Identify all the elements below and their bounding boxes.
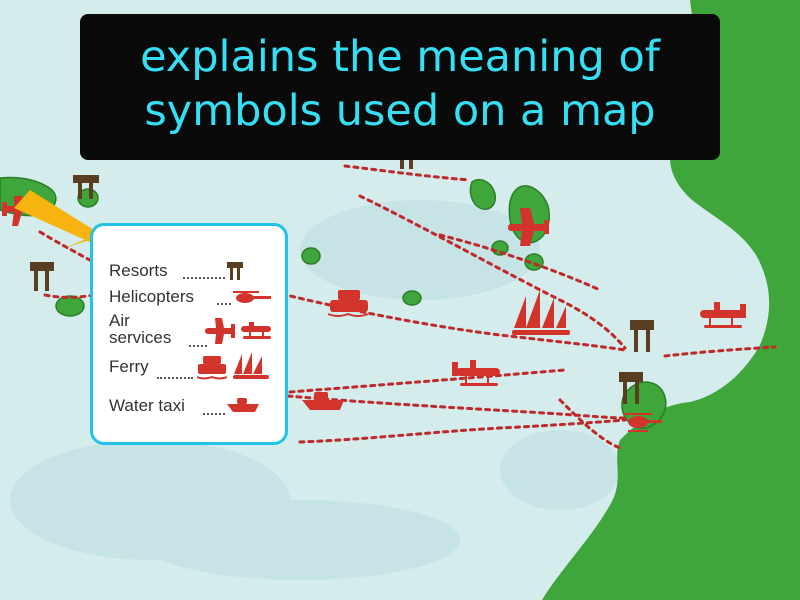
island-small-5 [402,290,422,306]
ferry-icon [327,290,369,317]
seaplane-icon [700,302,746,328]
legend-label-helicopters: Helicopters [109,287,195,306]
legend-dots [189,345,207,347]
island-north-1 [469,178,497,210]
caption-box: explains the meaning of symbols used on … [80,14,720,160]
airplane-icon [508,208,549,246]
resort-hut-icon [73,175,99,199]
legend-label-air: Air [109,311,130,330]
seaplane-icon [452,360,500,386]
helicopter-icon [233,291,271,303]
seaplane-icon [241,322,271,339]
resort-hut-icon [227,262,243,280]
legend-dots [203,413,225,415]
caption-line-1: explains the meaning of [140,32,660,82]
map-legend: Resorts Helicopters Air services Ferry W… [90,223,288,445]
helicopter-icon [624,413,662,432]
resort-hut-icon [30,262,54,291]
island-small-2 [55,295,85,317]
sailboat-icon [233,352,269,379]
legend-label-water-taxi: Water taxi [109,396,185,415]
mainland [542,0,800,600]
resort-hut-icon [630,320,654,352]
island-small-6 [301,247,321,265]
resort-hut-icon [619,372,643,404]
airplane-icon [205,318,235,344]
island-east [621,381,667,429]
legend-label-resorts: Resorts [109,261,168,280]
legend-dots [217,303,231,305]
speedboat-icon [302,392,344,410]
legend-dots [183,277,225,279]
speedboat-icon [227,398,259,412]
sailboat-icon [512,290,570,335]
caption-line-2: symbols used on a map [144,86,656,136]
legend-label-ferry: Ferry [109,357,149,376]
ferry-icon [197,356,227,380]
sea-texture [10,200,620,580]
legend-dots [157,377,193,379]
legend-label-services: services [109,328,172,347]
